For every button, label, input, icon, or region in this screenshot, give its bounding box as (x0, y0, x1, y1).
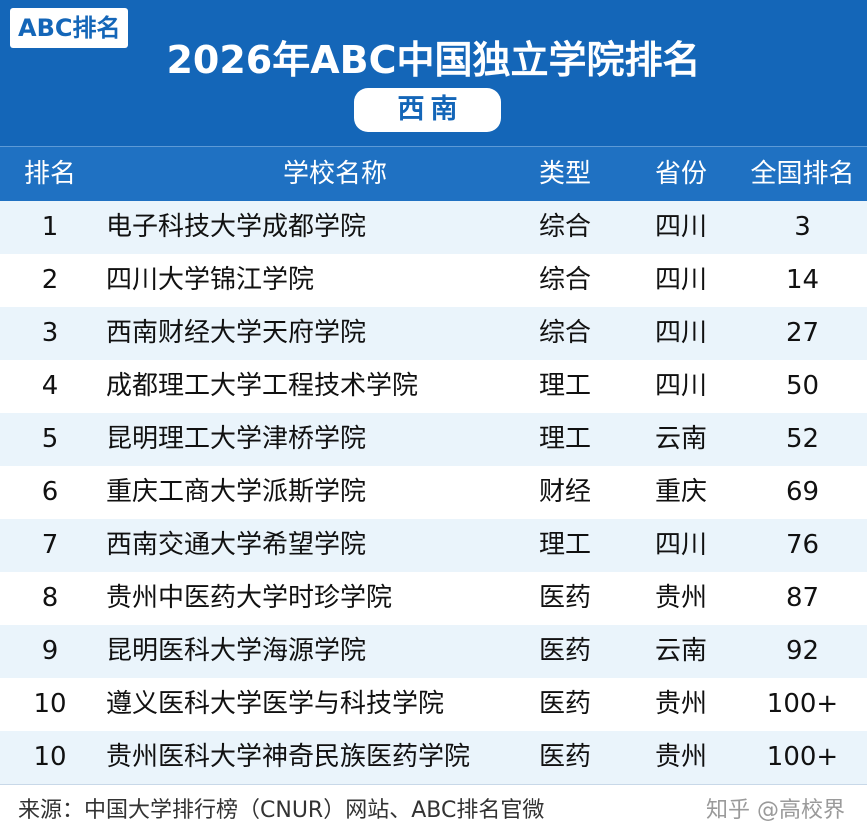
table-body: 1 电子科技大学成都学院 综合 四川 3 2 四川大学锦江学院 综合 四川 14 3 西南财经大学天府… (0, 201, 867, 784)
cell-province: 贵州 (654, 689, 707, 719)
title-banner: ABC排名 2026年ABC中国独立学院排名 西南 (0, 0, 867, 146)
cell-type: 理工 (538, 530, 591, 560)
cell-rank: 7 (41, 530, 59, 560)
cell-national-rank: 100+ (766, 689, 839, 719)
cell-national-rank: 50 (785, 371, 820, 401)
cell-type: 综合 (538, 318, 591, 348)
cell-province: 贵州 (654, 742, 707, 772)
table-row: 10 遵义医科大学医学与科技学院 医药 贵州 100+ (0, 678, 867, 731)
table-row: 2 四川大学锦江学院 综合 四川 14 (0, 254, 867, 307)
cell-school-name: 四川大学锦江学院 (106, 265, 315, 295)
cell-rank: 8 (41, 583, 59, 613)
table-row: 10 贵州医科大学神奇民族医药学院 医药 贵州 100+ (0, 731, 867, 784)
cell-province: 贵州 (654, 583, 707, 613)
cell-type: 医药 (538, 689, 591, 719)
cell-rank: 10 (33, 689, 67, 719)
cell-rank: 9 (41, 636, 59, 666)
watermark: 知乎 @高校界 (706, 798, 845, 823)
cell-rank: 10 (33, 742, 67, 772)
cell-national-rank: 87 (785, 583, 820, 613)
column-header-province: 省份 (654, 159, 707, 189)
cell-school-name: 遵义医科大学医学与科技学院 (106, 689, 445, 719)
source-note: 来源：中国大学排行榜（CNUR）网站、ABC排名官微 (18, 798, 545, 823)
table-row: 7 西南交通大学希望学院 理工 四川 76 (0, 519, 867, 572)
cell-province: 四川 (654, 530, 707, 560)
table-row: 9 昆明医科大学海源学院 医药 云南 92 (0, 625, 867, 678)
cell-province: 重庆 (654, 477, 707, 507)
cell-type: 综合 (538, 265, 591, 295)
cell-province: 四川 (654, 371, 707, 401)
footer: 来源：中国大学排行榜（CNUR）网站、ABC排名官微 知乎 @高校界 (0, 784, 867, 838)
cell-province: 四川 (654, 212, 707, 242)
cell-national-rank: 69 (785, 477, 820, 507)
cell-rank: 2 (41, 265, 59, 295)
cell-national-rank: 3 (794, 212, 811, 242)
cell-province: 云南 (654, 636, 707, 666)
cell-rank: 3 (41, 318, 59, 348)
cell-type: 医药 (538, 636, 591, 666)
cell-school-name: 西南财经大学天府学院 (106, 318, 367, 348)
table-header: 排名 学校名称 类型 省份 全国排名 (0, 146, 867, 202)
table-row: 3 西南财经大学天府学院 综合 四川 27 (0, 307, 867, 360)
brand-tag: ABC排名 (10, 8, 129, 48)
cell-province: 云南 (654, 424, 707, 454)
table-row: 6 重庆工商大学派斯学院 财经 重庆 69 (0, 466, 867, 519)
cell-national-rank: 92 (785, 636, 820, 666)
cell-type: 医药 (538, 742, 591, 772)
cell-school-name: 贵州医科大学神奇民族医药学院 (106, 742, 471, 772)
cell-type: 医药 (538, 583, 591, 613)
column-header-school-name: 学校名称 (282, 159, 387, 189)
cell-school-name: 昆明医科大学海源学院 (106, 636, 367, 666)
cell-type: 理工 (538, 371, 591, 401)
cell-province: 四川 (654, 318, 707, 348)
cell-school-name: 电子科技大学成都学院 (106, 212, 367, 242)
table-row: 5 昆明理工大学津桥学院 理工 云南 52 (0, 413, 867, 466)
column-header-type: 类型 (538, 159, 591, 189)
cell-school-name: 贵州中医药大学时珍学院 (106, 583, 393, 613)
column-header-rank: 排名 (23, 159, 76, 189)
region-label: 西南 (354, 88, 501, 132)
table-row: 4 成都理工大学工程技术学院 理工 四川 50 (0, 360, 867, 413)
cell-school-name: 昆明理工大学津桥学院 (106, 424, 367, 454)
cell-type: 财经 (538, 477, 591, 507)
cell-province: 四川 (654, 265, 707, 295)
cell-rank: 6 (41, 477, 59, 507)
page-title: 2026年ABC中国独立学院排名 (166, 38, 701, 82)
cell-type: 综合 (538, 212, 591, 242)
cell-rank: 5 (41, 424, 59, 454)
cell-school-name: 重庆工商大学派斯学院 (106, 477, 367, 507)
cell-national-rank: 100+ (766, 742, 839, 772)
cell-rank: 1 (41, 212, 59, 242)
cell-national-rank: 52 (785, 424, 820, 454)
cell-national-rank: 14 (785, 265, 820, 295)
table-row: 1 电子科技大学成都学院 综合 四川 3 (0, 201, 867, 254)
table-row: 8 贵州中医药大学时珍学院 医药 贵州 87 (0, 572, 867, 625)
cell-national-rank: 76 (785, 530, 820, 560)
cell-type: 理工 (538, 424, 591, 454)
column-header-national-rank: 全国排名 (750, 159, 855, 189)
cell-school-name: 西南交通大学希望学院 (106, 530, 367, 560)
cell-school-name: 成都理工大学工程技术学院 (106, 371, 419, 401)
cell-rank: 4 (41, 371, 59, 401)
cell-national-rank: 27 (785, 318, 820, 348)
